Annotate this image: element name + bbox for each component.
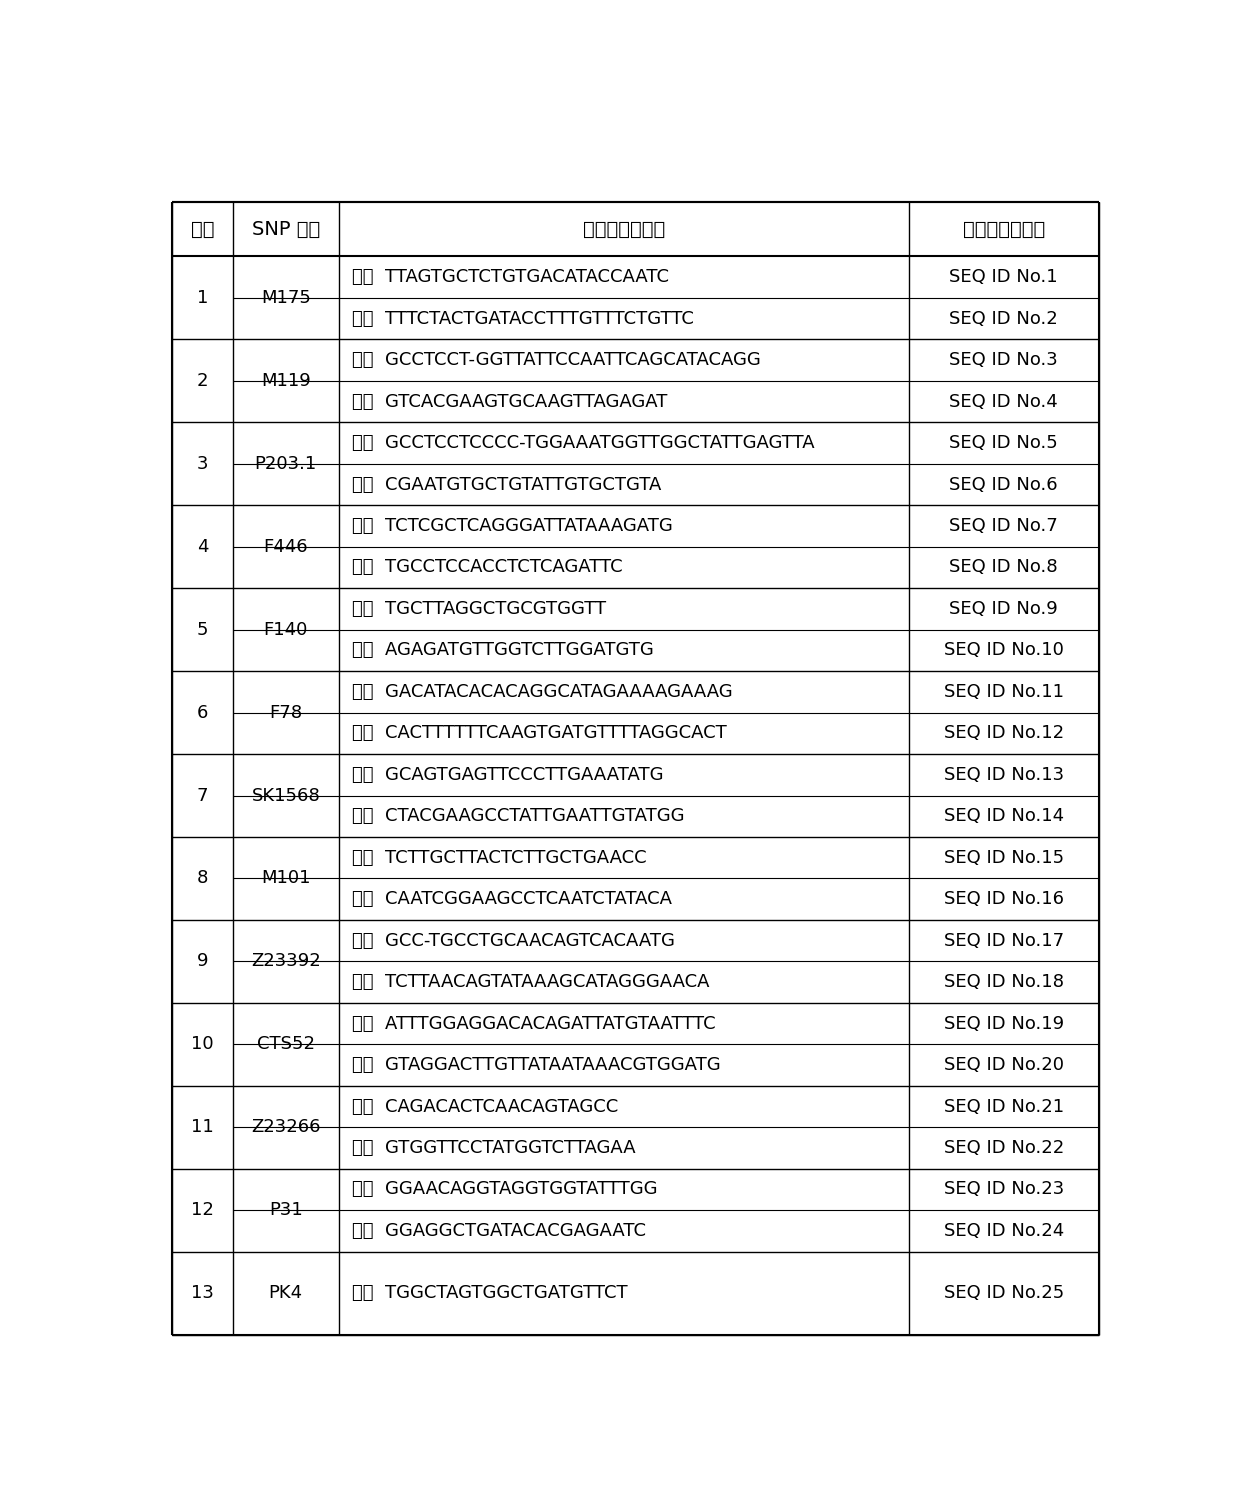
- Text: F446: F446: [263, 538, 308, 556]
- Text: 上游  TGCTTAGGCTGCGTGGTT: 上游 TGCTTAGGCTGCGTGGTT: [352, 599, 605, 618]
- Text: 下游  TTTCTACTGATACCTTTGTTTCTGTTC: 下游 TTTCTACTGATACCTTTGTTTCTGTTC: [352, 310, 693, 328]
- Text: 2: 2: [197, 371, 208, 390]
- Text: 下游  GTCACGAAGTGCAAGTTAGAGAT: 下游 GTCACGAAGTGCAAGTTAGAGAT: [352, 393, 667, 411]
- Text: SEQ ID No.10: SEQ ID No.10: [944, 642, 1064, 660]
- Text: 上游  TTAGTGCTCTGTGACATACCAATC: 上游 TTAGTGCTCTGTGACATACCAATC: [352, 269, 668, 287]
- Text: 上游  GGAACAGGTAGGTGGTATTTGG: 上游 GGAACAGGTAGGTGGTATTTGG: [352, 1181, 657, 1199]
- Text: 下游  CTACGAAGCCTATTGAATTGTATGG: 下游 CTACGAAGCCTATTGAATTGTATGG: [352, 808, 684, 826]
- Text: 下游  GTGGTTCCTATGGTCTTAGAA: 下游 GTGGTTCCTATGGTCTTAGAA: [352, 1139, 635, 1157]
- Text: SEQ ID No.15: SEQ ID No.15: [944, 849, 1064, 867]
- Text: CTS52: CTS52: [257, 1036, 315, 1054]
- Text: 序号: 序号: [191, 220, 215, 239]
- Text: SNP 位点: SNP 位点: [252, 220, 320, 239]
- Text: F78: F78: [269, 704, 303, 722]
- Text: 11: 11: [191, 1119, 213, 1136]
- Text: 下游  TGCCTCCACCTCTCAGATTC: 下游 TGCCTCCACCTCTCAGATTC: [352, 559, 622, 577]
- Text: SEQ ID No.2: SEQ ID No.2: [950, 310, 1058, 328]
- Text: 序列表中的序号: 序列表中的序号: [962, 220, 1045, 239]
- Text: 7: 7: [197, 787, 208, 805]
- Text: 上游  TCTTGCTTACTCTTGCTGAACC: 上游 TCTTGCTTACTCTTGCTGAACC: [352, 849, 646, 867]
- Text: 8: 8: [197, 870, 208, 888]
- Text: 上游  TCTCGCTCAGGGATTATAAAGATG: 上游 TCTCGCTCAGGGATTATAAAGATG: [352, 516, 672, 535]
- Text: PK4: PK4: [269, 1284, 303, 1302]
- Text: SEQ ID No.7: SEQ ID No.7: [950, 516, 1058, 535]
- Text: Z23392: Z23392: [250, 953, 321, 971]
- Text: 上游  TGGCTAGTGGCTGATGTTCT: 上游 TGGCTAGTGGCTGATGTTCT: [352, 1284, 627, 1302]
- Text: 下游  CAATCGGAAGCCTCAATCTATACA: 下游 CAATCGGAAGCCTCAATCTATACA: [352, 891, 672, 908]
- Text: SEQ ID No.14: SEQ ID No.14: [944, 808, 1064, 826]
- Text: 上游  GCCTCCTCCCC-TGGAAATGGTTGGCTATTGAGTTA: 上游 GCCTCCTCCCC-TGGAAATGGTTGGCTATTGAGTTA: [352, 433, 815, 451]
- Text: M119: M119: [260, 371, 311, 390]
- Text: 4: 4: [197, 538, 208, 556]
- Text: SEQ ID No.20: SEQ ID No.20: [944, 1055, 1064, 1074]
- Text: M101: M101: [262, 870, 310, 888]
- Text: SEQ ID No.13: SEQ ID No.13: [944, 766, 1064, 784]
- Text: 6: 6: [197, 704, 208, 722]
- Text: SEQ ID No.24: SEQ ID No.24: [944, 1222, 1064, 1240]
- Text: SK1568: SK1568: [252, 787, 320, 805]
- Text: Z23266: Z23266: [250, 1119, 320, 1136]
- Text: SEQ ID No.8: SEQ ID No.8: [950, 559, 1058, 577]
- Text: F140: F140: [264, 621, 308, 639]
- Text: 上游  GCC-TGCCTGCAACAGTCACAATG: 上游 GCC-TGCCTGCAACAGTCACAATG: [352, 932, 675, 950]
- Text: SEQ ID No.9: SEQ ID No.9: [950, 599, 1058, 618]
- Text: 5: 5: [197, 621, 208, 639]
- Text: SEQ ID No.5: SEQ ID No.5: [950, 433, 1058, 451]
- Text: 12: 12: [191, 1200, 213, 1219]
- Text: 1: 1: [197, 288, 208, 307]
- Text: 上游  CAGACACTCAACAGTAGCC: 上游 CAGACACTCAACAGTAGCC: [352, 1098, 618, 1116]
- Text: 下游  GTAGGACTTGTTATAATAAACGTGGATG: 下游 GTAGGACTTGTTATAATAAACGTGGATG: [352, 1055, 720, 1074]
- Text: 3: 3: [197, 455, 208, 473]
- Text: SEQ ID No.23: SEQ ID No.23: [944, 1181, 1064, 1199]
- Text: SEQ ID No.25: SEQ ID No.25: [944, 1284, 1064, 1302]
- Text: 下游  TCTTAACAGTATAAAGCATAGGGAACA: 下游 TCTTAACAGTATAAAGCATAGGGAACA: [352, 972, 709, 991]
- Text: SEQ ID No.3: SEQ ID No.3: [950, 352, 1058, 368]
- Text: 上游  ATTTGGAGGACACAGATTATGTAATTTC: 上游 ATTTGGAGGACACAGATTATGTAATTTC: [352, 1015, 715, 1033]
- Text: SEQ ID No.22: SEQ ID No.22: [944, 1139, 1064, 1157]
- Text: SEQ ID No.18: SEQ ID No.18: [944, 972, 1064, 991]
- Text: 13: 13: [191, 1284, 213, 1302]
- Text: SEQ ID No.6: SEQ ID No.6: [950, 476, 1058, 494]
- Text: SEQ ID No.1: SEQ ID No.1: [950, 269, 1058, 287]
- Text: 扩增引物对序列: 扩增引物对序列: [583, 220, 665, 239]
- Text: 下游  AGAGATGTTGGTCTTGGATGTG: 下游 AGAGATGTTGGTCTTGGATGTG: [352, 642, 653, 660]
- Text: 10: 10: [191, 1036, 213, 1054]
- Text: 上游  GCAGTGAGTTCCCTTGAAATATG: 上游 GCAGTGAGTTCCCTTGAAATATG: [352, 766, 663, 784]
- Text: SEQ ID No.12: SEQ ID No.12: [944, 725, 1064, 743]
- Text: 下游  CACTTTTTTCAAGTGATGTTTTAGGCACT: 下游 CACTTTTTTCAAGTGATGTTTTAGGCACT: [352, 725, 727, 743]
- Text: P31: P31: [269, 1200, 303, 1219]
- Text: 上游  GACATACACACAGGCATAGAAAAGAAAG: 上游 GACATACACACAGGCATAGAAAAGAAAG: [352, 683, 732, 701]
- Text: SEQ ID No.16: SEQ ID No.16: [944, 891, 1064, 908]
- Text: 下游  GGAGGCTGATACACGAGAATC: 下游 GGAGGCTGATACACGAGAATC: [352, 1222, 646, 1240]
- Text: 上游  GCCTCCT-GGTTATTCCAATTCAGCATACAGG: 上游 GCCTCCT-GGTTATTCCAATTCAGCATACAGG: [352, 352, 760, 368]
- Text: SEQ ID No.11: SEQ ID No.11: [944, 683, 1064, 701]
- Text: 9: 9: [197, 953, 208, 971]
- Text: SEQ ID No.21: SEQ ID No.21: [944, 1098, 1064, 1116]
- Text: M175: M175: [260, 288, 311, 307]
- Text: SEQ ID No.19: SEQ ID No.19: [944, 1015, 1064, 1033]
- Text: SEQ ID No.17: SEQ ID No.17: [944, 932, 1064, 950]
- Text: 下游  CGAATGTGCTGTATTGTGCTGTA: 下游 CGAATGTGCTGTATTGTGCTGTA: [352, 476, 661, 494]
- Text: SEQ ID No.4: SEQ ID No.4: [950, 393, 1058, 411]
- Text: P203.1: P203.1: [254, 455, 317, 473]
